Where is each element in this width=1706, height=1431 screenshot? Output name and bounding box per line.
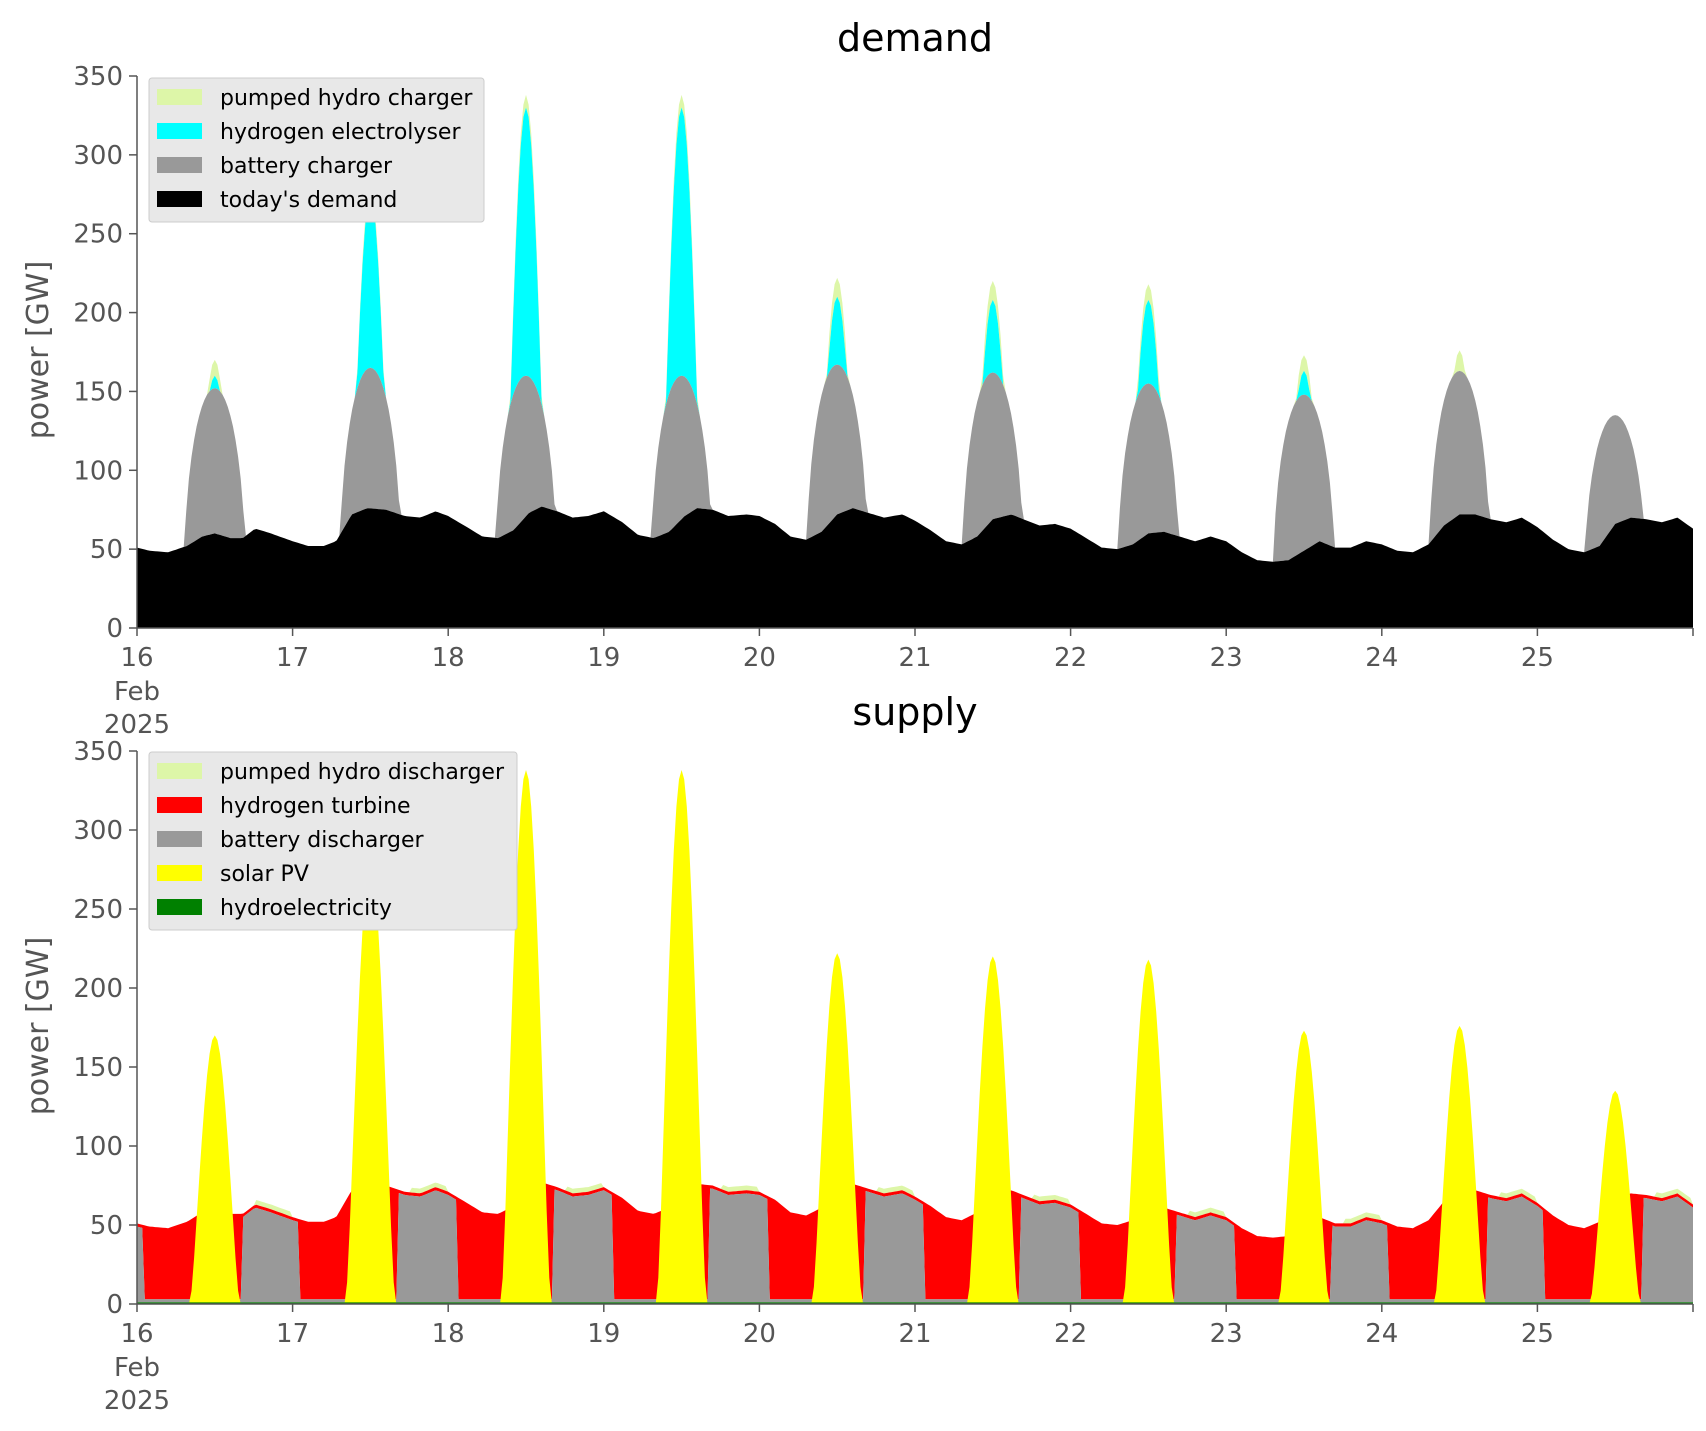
demand-areas xyxy=(137,94,1693,628)
x-tick-label: 23 xyxy=(1210,643,1243,673)
supply-legend-box xyxy=(148,751,518,931)
hydrogen-electrolyser-area xyxy=(137,107,1693,562)
todays-demand-area xyxy=(137,506,1693,628)
x-tick-label: 20 xyxy=(743,643,776,673)
demand-y-axis-label: power [GW] xyxy=(21,261,56,440)
x-tick-label: 23 xyxy=(1210,1319,1243,1349)
legend-label-hydrogen-electrolyser: hydrogen electrolyser xyxy=(220,120,461,145)
x-tick-label: 25 xyxy=(1521,643,1554,673)
x-tick-label: 20 xyxy=(743,1319,776,1349)
supply-y-axis-label: power [GW] xyxy=(21,937,56,1116)
demand-axes: 0 50 100 150 200 250 300 350 16 17 18 19 20 21 22 23 24 2… xyxy=(73,62,1694,740)
x-tick-label: 16 xyxy=(120,1319,153,1349)
legend-label-solar-pv: solar PV xyxy=(220,862,309,887)
legend-label-pumped-hydro-charger: pumped hydro charger xyxy=(220,86,473,111)
y-tick-label: 100 xyxy=(73,1132,123,1162)
demand-legend: pumped hydro charger hydrogen electrolys… xyxy=(148,77,485,223)
y-tick-label: 250 xyxy=(73,895,123,925)
x-tick-label: 24 xyxy=(1365,643,1398,673)
legend-swatch-todays-demand xyxy=(157,191,202,207)
demand-legend-box xyxy=(148,77,485,223)
legend-swatch-battery-charger xyxy=(157,157,202,173)
supply-areas xyxy=(137,770,1693,1304)
legend-swatch-pumped-hydro-discharger xyxy=(157,763,202,779)
y-tick-label: 300 xyxy=(73,816,123,846)
legend-label-battery-charger: battery charger xyxy=(220,154,393,179)
legend-swatch-solar-pv xyxy=(157,865,202,881)
x-tick-label: 17 xyxy=(276,643,309,673)
x-tick-label: 21 xyxy=(898,1319,931,1349)
x-tick-label: 24 xyxy=(1365,1319,1398,1349)
demand-panel: demand power [GW] 0 50 100 150 200 250 300 350 1… xyxy=(21,16,1694,740)
legend-label-battery-discharger: battery discharger xyxy=(220,828,425,853)
legend-swatch-battery-discharger xyxy=(157,831,202,847)
supply-title: supply xyxy=(852,690,977,734)
x-tick-label: 22 xyxy=(1054,643,1087,673)
y-tick-label: 250 xyxy=(73,220,123,250)
y-tick-label: 350 xyxy=(73,62,123,92)
y-tick-label: 50 xyxy=(90,535,123,565)
y-tick-label: 0 xyxy=(106,614,123,644)
x-tick-label: 25 xyxy=(1521,1319,1554,1349)
demand-title: demand xyxy=(837,16,993,60)
x-tick-label: 17 xyxy=(276,1319,309,1349)
legend-swatch-hydroelectricity xyxy=(157,899,202,915)
x-tick-label: 18 xyxy=(432,1319,465,1349)
supply-axes: 0 50 100 150 200 250 300 350 16 17 18 19 20 21 22 23 24 2… xyxy=(73,737,1694,1416)
x-tick-sublabel: 2025 xyxy=(104,1386,170,1416)
y-tick-label: 200 xyxy=(73,299,123,329)
legend-swatch-hydrogen-electrolyser xyxy=(157,123,202,139)
solar-pv-area xyxy=(137,770,1693,1304)
y-tick-label: 350 xyxy=(73,737,123,767)
y-tick-label: 0 xyxy=(106,1290,123,1320)
y-tick-label: 100 xyxy=(73,456,123,486)
y-tick-label: 50 xyxy=(90,1211,123,1241)
legend-label-todays-demand: today's demand xyxy=(220,188,397,213)
x-tick-label: 16 xyxy=(120,643,153,673)
x-tick-label: 19 xyxy=(587,643,620,673)
supply-panel: supply power [GW] 0 50 100 150 200 250 300 350 1… xyxy=(21,690,1694,1416)
x-tick-label: 19 xyxy=(587,1319,620,1349)
x-tick-sublabel: Feb xyxy=(114,1353,160,1383)
y-tick-label: 200 xyxy=(73,974,123,1004)
x-tick-label: 18 xyxy=(432,643,465,673)
x-tick-label: 22 xyxy=(1054,1319,1087,1349)
legend-swatch-pumped-hydro-charger xyxy=(157,89,202,105)
legend-label-hydroelectricity: hydroelectricity xyxy=(220,896,392,921)
legend-label-pumped-hydro-discharger: pumped hydro discharger xyxy=(220,760,505,785)
x-tick-label: 21 xyxy=(898,643,931,673)
legend-label-hydrogen-turbine: hydrogen turbine xyxy=(220,794,411,819)
y-tick-label: 150 xyxy=(73,377,123,407)
battery-discharger-area xyxy=(137,1188,1693,1303)
x-tick-sublabel: Feb xyxy=(114,677,160,707)
supply-legend: pumped hydro discharger hydrogen turbine… xyxy=(148,751,518,931)
legend-swatch-hydrogen-turbine xyxy=(157,797,202,813)
y-tick-label: 300 xyxy=(73,141,123,171)
battery-charger-area xyxy=(137,364,1693,562)
y-tick-label: 150 xyxy=(73,1053,123,1083)
x-tick-sublabel: 2025 xyxy=(104,710,170,740)
